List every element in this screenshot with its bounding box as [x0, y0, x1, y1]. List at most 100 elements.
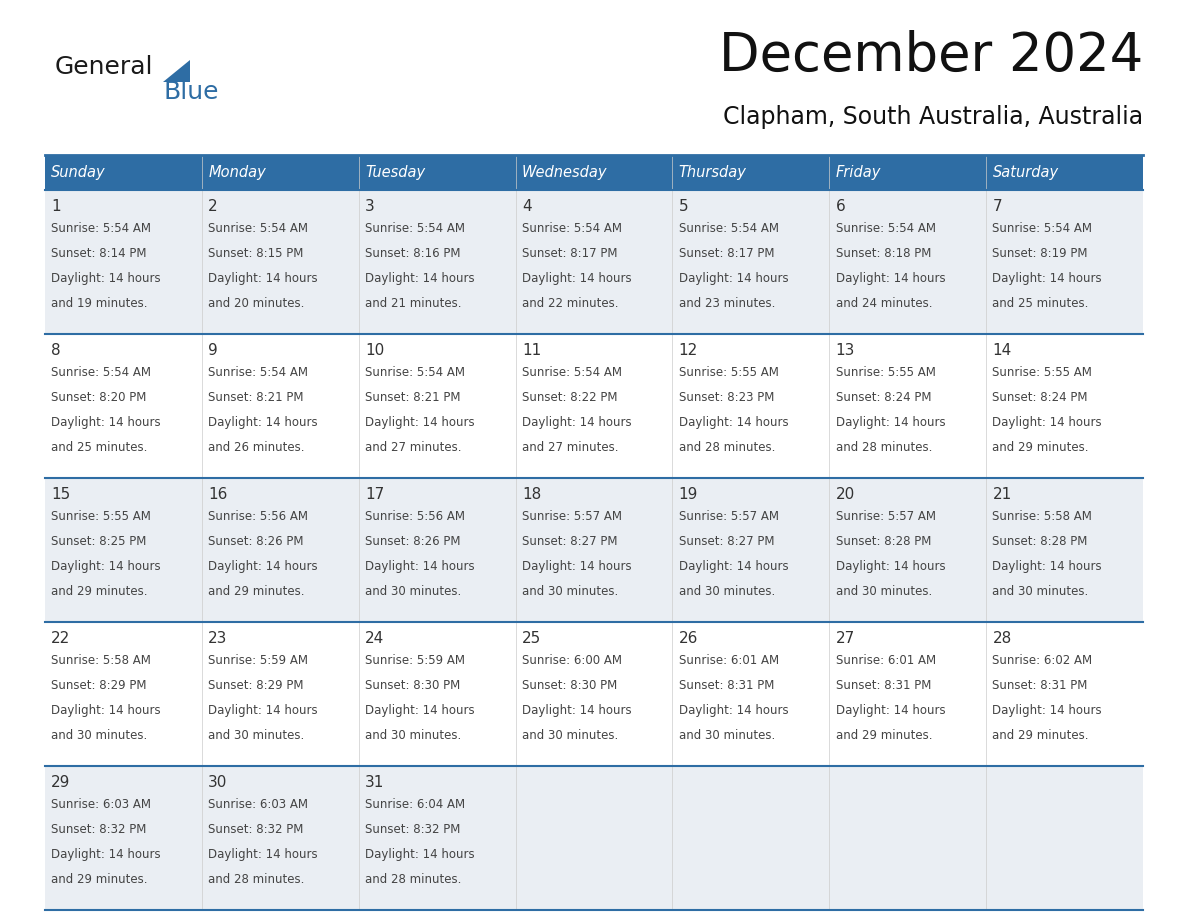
- Text: and 30 minutes.: and 30 minutes.: [992, 586, 1088, 599]
- FancyBboxPatch shape: [45, 766, 1143, 910]
- Text: and 25 minutes.: and 25 minutes.: [51, 442, 147, 454]
- Text: and 23 minutes.: and 23 minutes.: [678, 297, 775, 310]
- Text: and 30 minutes.: and 30 minutes.: [522, 729, 618, 743]
- Text: Sunrise: 5:59 AM: Sunrise: 5:59 AM: [208, 654, 308, 666]
- FancyBboxPatch shape: [516, 155, 672, 190]
- Text: Daylight: 14 hours: Daylight: 14 hours: [522, 272, 632, 285]
- Text: Sunset: 8:29 PM: Sunset: 8:29 PM: [51, 679, 147, 692]
- Text: 29: 29: [51, 775, 70, 789]
- Text: Daylight: 14 hours: Daylight: 14 hours: [522, 560, 632, 573]
- Text: Daylight: 14 hours: Daylight: 14 hours: [835, 272, 946, 285]
- Text: 31: 31: [365, 775, 385, 789]
- Text: 18: 18: [522, 487, 541, 501]
- Text: Daylight: 14 hours: Daylight: 14 hours: [208, 272, 317, 285]
- FancyBboxPatch shape: [202, 155, 359, 190]
- Text: Sunday: Sunday: [51, 165, 106, 180]
- Text: Daylight: 14 hours: Daylight: 14 hours: [678, 560, 789, 573]
- Text: Daylight: 14 hours: Daylight: 14 hours: [835, 704, 946, 717]
- Text: and 29 minutes.: and 29 minutes.: [51, 586, 147, 599]
- Text: Sunset: 8:29 PM: Sunset: 8:29 PM: [208, 679, 304, 692]
- Text: Daylight: 14 hours: Daylight: 14 hours: [992, 560, 1102, 573]
- Text: 3: 3: [365, 198, 374, 214]
- Text: 14: 14: [992, 342, 1012, 358]
- Text: Sunrise: 6:01 AM: Sunrise: 6:01 AM: [678, 654, 779, 666]
- Text: and 30 minutes.: and 30 minutes.: [365, 729, 461, 743]
- Text: Daylight: 14 hours: Daylight: 14 hours: [365, 848, 475, 861]
- Text: and 30 minutes.: and 30 minutes.: [678, 586, 775, 599]
- FancyBboxPatch shape: [829, 155, 986, 190]
- Text: and 20 minutes.: and 20 minutes.: [208, 297, 304, 310]
- FancyBboxPatch shape: [45, 622, 1143, 766]
- Text: Sunset: 8:24 PM: Sunset: 8:24 PM: [992, 391, 1088, 404]
- Text: 30: 30: [208, 775, 228, 789]
- Text: Daylight: 14 hours: Daylight: 14 hours: [365, 704, 475, 717]
- Text: 26: 26: [678, 631, 699, 645]
- Text: and 28 minutes.: and 28 minutes.: [365, 873, 461, 886]
- Text: 23: 23: [208, 631, 228, 645]
- Text: Sunrise: 5:55 AM: Sunrise: 5:55 AM: [992, 365, 1092, 379]
- Text: and 29 minutes.: and 29 minutes.: [835, 729, 933, 743]
- Text: Sunrise: 5:54 AM: Sunrise: 5:54 AM: [208, 365, 308, 379]
- Text: Sunset: 8:27 PM: Sunset: 8:27 PM: [522, 535, 618, 548]
- Text: and 28 minutes.: and 28 minutes.: [208, 873, 304, 886]
- FancyBboxPatch shape: [45, 155, 202, 190]
- Text: Daylight: 14 hours: Daylight: 14 hours: [208, 848, 317, 861]
- Text: Sunset: 8:22 PM: Sunset: 8:22 PM: [522, 391, 618, 404]
- Text: Sunrise: 5:54 AM: Sunrise: 5:54 AM: [522, 365, 621, 379]
- Text: Sunrise: 6:03 AM: Sunrise: 6:03 AM: [51, 798, 151, 811]
- Text: Sunrise: 5:54 AM: Sunrise: 5:54 AM: [51, 365, 151, 379]
- Text: Sunset: 8:31 PM: Sunset: 8:31 PM: [835, 679, 931, 692]
- Text: Sunset: 8:14 PM: Sunset: 8:14 PM: [51, 247, 147, 260]
- Text: and 30 minutes.: and 30 minutes.: [365, 586, 461, 599]
- Text: Tuesday: Tuesday: [365, 165, 425, 180]
- Text: Sunset: 8:19 PM: Sunset: 8:19 PM: [992, 247, 1088, 260]
- Text: Daylight: 14 hours: Daylight: 14 hours: [522, 704, 632, 717]
- Text: Wednesday: Wednesday: [522, 165, 607, 180]
- Text: Sunset: 8:31 PM: Sunset: 8:31 PM: [992, 679, 1088, 692]
- Text: Sunrise: 5:54 AM: Sunrise: 5:54 AM: [51, 221, 151, 235]
- Text: Sunset: 8:21 PM: Sunset: 8:21 PM: [365, 391, 461, 404]
- Text: Sunset: 8:15 PM: Sunset: 8:15 PM: [208, 247, 303, 260]
- Text: 5: 5: [678, 198, 688, 214]
- Text: Sunrise: 6:02 AM: Sunrise: 6:02 AM: [992, 654, 1093, 666]
- Text: Sunrise: 5:55 AM: Sunrise: 5:55 AM: [835, 365, 935, 379]
- Text: Daylight: 14 hours: Daylight: 14 hours: [992, 704, 1102, 717]
- Text: 22: 22: [51, 631, 70, 645]
- FancyBboxPatch shape: [359, 155, 516, 190]
- Text: Daylight: 14 hours: Daylight: 14 hours: [208, 416, 317, 429]
- Text: Sunrise: 5:55 AM: Sunrise: 5:55 AM: [678, 365, 778, 379]
- Text: Sunset: 8:32 PM: Sunset: 8:32 PM: [208, 823, 303, 836]
- Text: 16: 16: [208, 487, 228, 501]
- Text: Sunrise: 5:57 AM: Sunrise: 5:57 AM: [678, 509, 778, 522]
- Text: 4: 4: [522, 198, 531, 214]
- Text: 20: 20: [835, 487, 855, 501]
- Text: 8: 8: [51, 342, 61, 358]
- Text: Daylight: 14 hours: Daylight: 14 hours: [678, 272, 789, 285]
- Text: 6: 6: [835, 198, 846, 214]
- Text: Daylight: 14 hours: Daylight: 14 hours: [51, 416, 160, 429]
- FancyBboxPatch shape: [986, 155, 1143, 190]
- FancyBboxPatch shape: [672, 155, 829, 190]
- Text: 1: 1: [51, 198, 61, 214]
- Text: and 21 minutes.: and 21 minutes.: [365, 297, 461, 310]
- Text: Thursday: Thursday: [678, 165, 746, 180]
- Text: Daylight: 14 hours: Daylight: 14 hours: [992, 416, 1102, 429]
- Text: Daylight: 14 hours: Daylight: 14 hours: [678, 416, 789, 429]
- Text: Sunset: 8:28 PM: Sunset: 8:28 PM: [992, 535, 1088, 548]
- Text: 7: 7: [992, 198, 1001, 214]
- FancyBboxPatch shape: [45, 190, 1143, 334]
- Text: 15: 15: [51, 487, 70, 501]
- Text: Sunset: 8:24 PM: Sunset: 8:24 PM: [835, 391, 931, 404]
- Text: Daylight: 14 hours: Daylight: 14 hours: [365, 416, 475, 429]
- Text: Sunset: 8:23 PM: Sunset: 8:23 PM: [678, 391, 775, 404]
- Text: Sunset: 8:27 PM: Sunset: 8:27 PM: [678, 535, 775, 548]
- Text: Daylight: 14 hours: Daylight: 14 hours: [208, 704, 317, 717]
- Text: Sunrise: 5:54 AM: Sunrise: 5:54 AM: [365, 221, 465, 235]
- Text: Sunrise: 5:59 AM: Sunrise: 5:59 AM: [365, 654, 465, 666]
- Text: General: General: [55, 55, 153, 79]
- Text: Daylight: 14 hours: Daylight: 14 hours: [365, 560, 475, 573]
- FancyBboxPatch shape: [45, 334, 1143, 478]
- Text: Daylight: 14 hours: Daylight: 14 hours: [51, 272, 160, 285]
- Text: and 30 minutes.: and 30 minutes.: [522, 586, 618, 599]
- Text: and 24 minutes.: and 24 minutes.: [835, 297, 933, 310]
